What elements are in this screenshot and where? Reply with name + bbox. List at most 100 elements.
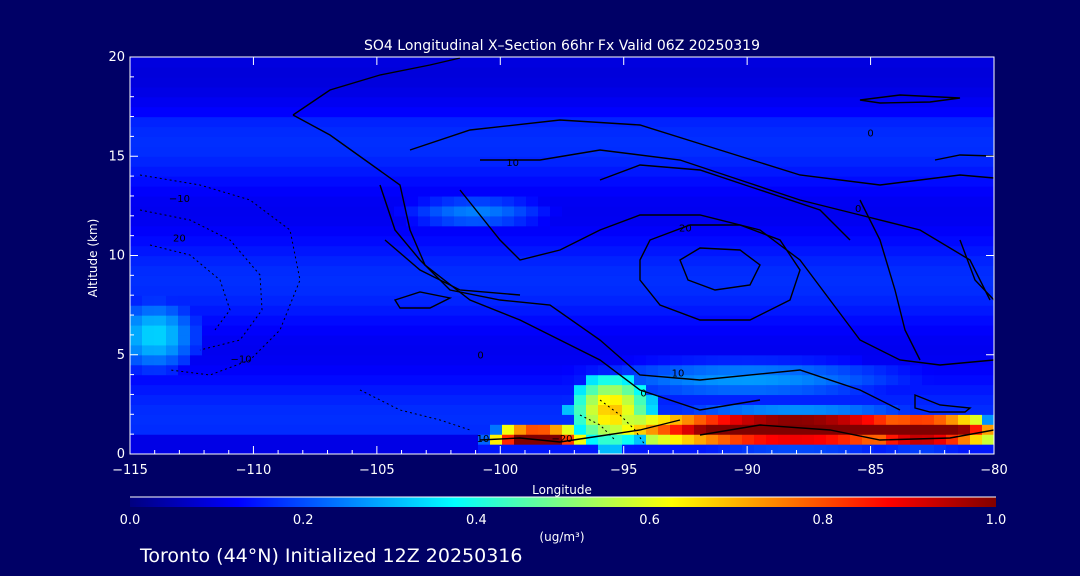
field-cell: [250, 255, 263, 267]
field-cell: [922, 166, 935, 177]
field-cell: [874, 126, 887, 138]
field-cell: [562, 324, 575, 336]
field-cell: [394, 76, 407, 88]
field-cell: [634, 156, 647, 167]
field-cell: [562, 166, 575, 177]
field-cell: [370, 334, 383, 346]
field-cell: [802, 424, 815, 435]
field-cell: [958, 195, 971, 207]
field-cell: [538, 265, 551, 276]
field-cell: [358, 205, 371, 217]
field-cell: [682, 106, 695, 118]
field-cell: [946, 146, 959, 157]
field-cell: [238, 285, 251, 296]
field-cell: [250, 344, 263, 356]
field-cell: [622, 324, 635, 336]
field-cell: [562, 424, 575, 435]
x-tick-label: −90: [733, 463, 760, 478]
field-cell: [862, 195, 875, 207]
field-cell: [490, 195, 503, 207]
field-cell: [226, 156, 239, 167]
field-cell: [970, 146, 983, 157]
dotted-contours: [139, 174, 646, 446]
field-cell: [478, 374, 491, 386]
field-cell: [262, 285, 275, 296]
field-cell: [634, 136, 647, 147]
field-cell: [754, 156, 767, 167]
field-cell: [886, 215, 899, 227]
field-cell: [862, 414, 875, 425]
field-cell: [190, 186, 203, 197]
field-cell: [634, 295, 647, 306]
field-cell: [514, 245, 527, 257]
field-cell: [622, 255, 635, 267]
field-cell: [490, 176, 503, 187]
field-cell: [406, 186, 419, 197]
contour-line: [599, 164, 851, 241]
field-cell: [202, 126, 215, 138]
field-cell: [874, 205, 887, 217]
field-cell: [502, 434, 515, 445]
field-cell: [790, 116, 803, 128]
field-cell: [274, 195, 287, 207]
field-cell: [346, 384, 359, 396]
field-cell: [358, 156, 371, 167]
field-cell: [754, 374, 767, 386]
field-cell: [526, 315, 539, 326]
field-cell: [154, 235, 167, 247]
field-cell: [418, 394, 431, 405]
field-cell: [850, 444, 863, 454]
field-cell: [142, 146, 155, 157]
field-cell: [166, 444, 179, 454]
field-cell: [490, 106, 503, 118]
field-cell: [562, 245, 575, 257]
field-cell: [322, 86, 335, 98]
field-cell: [766, 384, 779, 396]
field-cell: [274, 186, 287, 197]
field-cell: [274, 354, 287, 366]
field-cell: [850, 76, 863, 88]
field-cell: [874, 364, 887, 376]
field-cell: [934, 354, 947, 366]
field-cell: [646, 126, 659, 138]
field-cell: [814, 156, 827, 167]
field-cell: [538, 334, 551, 346]
field-cell: [634, 96, 647, 108]
field-cell: [226, 255, 239, 267]
field-cell: [814, 166, 827, 177]
field-cell: [178, 116, 191, 128]
field-cell: [934, 235, 947, 247]
field-cell: [634, 245, 647, 257]
field-cell: [634, 364, 647, 376]
chart-title: SO4 Longitudinal X–Section 66hr Fx Valid…: [364, 38, 760, 54]
field-cell: [238, 166, 251, 177]
field-cell: [790, 295, 803, 306]
field-cell: [214, 265, 227, 276]
field-cell: [418, 285, 431, 296]
field-cell: [142, 285, 155, 296]
field-cell: [646, 384, 659, 396]
field-cell: [370, 275, 383, 286]
field-cell: [718, 66, 731, 78]
field-cell: [394, 245, 407, 257]
field-cell: [682, 324, 695, 336]
field-cell: [778, 364, 791, 376]
field-cell: [502, 255, 515, 267]
field-cell: [682, 116, 695, 128]
field-cell: [142, 126, 155, 138]
field-cell: [394, 414, 407, 425]
field-cell: [190, 334, 203, 346]
field-cell: [934, 86, 947, 98]
field-cell: [430, 126, 443, 138]
field-cell: [274, 255, 287, 267]
field-cell: [550, 66, 563, 78]
field-cell: [754, 275, 767, 286]
field-cell: [298, 76, 311, 88]
field-cell: [214, 136, 227, 147]
field-cell: [766, 444, 779, 454]
field-cell: [898, 394, 911, 405]
field-cell: [358, 275, 371, 286]
field-cell: [442, 215, 455, 227]
field-cell: [790, 374, 803, 386]
field-cell: [526, 364, 539, 376]
